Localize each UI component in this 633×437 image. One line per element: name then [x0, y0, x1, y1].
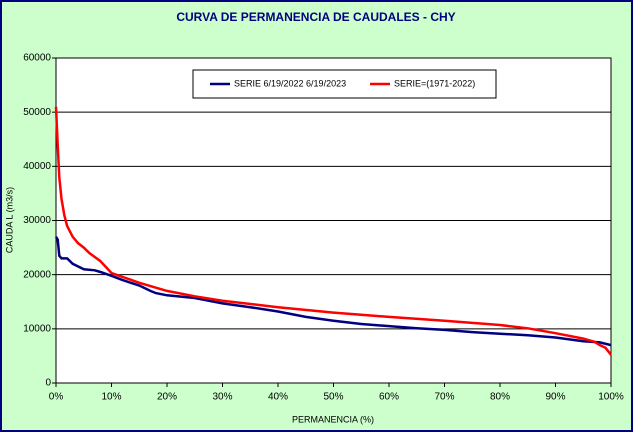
- series-line: [54, 236, 612, 347]
- legend: SERIE 6/19/2022 6/19/2023 SERIE=(1971-202…: [192, 69, 497, 99]
- y-tick-label: 10000: [23, 323, 51, 334]
- series-line: [54, 106, 612, 356]
- x-tick-label: 10%: [101, 392, 121, 403]
- x-tick-label: 50%: [323, 392, 343, 403]
- y-tick-label: 50000: [23, 107, 51, 118]
- x-tick-label: 30%: [212, 392, 232, 403]
- chart-title: CURVA DE PERMANENCIA DE CAUDALES - CHY: [176, 10, 455, 24]
- x-axis-label: PERMANENCIA (%): [292, 414, 374, 424]
- y-axis-label: CAUDA L (m3/s): [4, 187, 14, 253]
- x-tick-label: 20%: [157, 392, 177, 403]
- y-tick-label: 40000: [23, 161, 51, 172]
- x-tick-label: 40%: [268, 392, 288, 403]
- legend-label: SERIE 6/19/2022 6/19/2023: [234, 78, 346, 88]
- y-tick-label: 30000: [23, 215, 51, 226]
- x-tick-label: 70%: [434, 392, 454, 403]
- y-tick-label: 60000: [23, 53, 51, 64]
- legend-box: [192, 69, 497, 99]
- x-tick-label: 60%: [379, 392, 399, 403]
- x-tick-label: 100%: [598, 392, 624, 403]
- legend-label: SERIE=(1971-2022): [394, 78, 475, 88]
- y-tick-label: 0: [45, 378, 51, 389]
- x-tick-label: 80%: [490, 392, 510, 403]
- x-tick-label: 90%: [545, 392, 565, 403]
- x-tick-label: 0%: [49, 392, 64, 403]
- y-tick-label: 20000: [23, 269, 51, 280]
